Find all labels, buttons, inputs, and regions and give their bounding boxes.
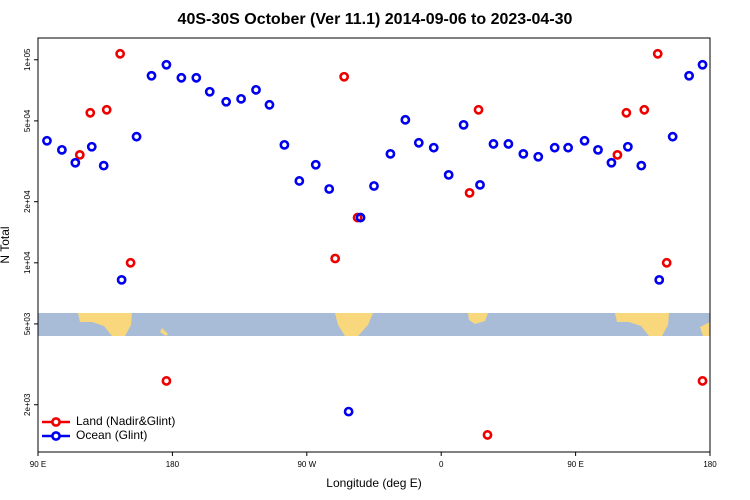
point [473,104,484,115]
point [339,71,350,82]
point [116,274,127,285]
point [503,139,514,149]
x-tick-label: 90 W [297,460,316,469]
legend-marker [51,431,61,441]
x-tick-label: 180 [166,460,180,469]
point [443,169,454,180]
point [56,144,67,155]
point [622,141,633,152]
point [593,144,603,155]
point [251,84,261,95]
y-tick-label: 5e+04 [23,109,32,132]
point [639,104,650,115]
y-tick-label: 2e+03 [23,393,32,416]
point [464,187,475,198]
point [343,406,354,417]
legend-label: Land (Nadir&Glint) [76,414,175,428]
point [612,149,623,160]
x-tick-label: 0 [439,460,444,469]
legend-label: Ocean (Glint) [76,428,147,442]
y-axis-label: N Total [0,226,12,263]
point [428,142,439,153]
point [684,70,694,81]
legend-marker [51,417,61,427]
point [98,160,109,171]
y-tick-label: 1e+04 [23,251,32,274]
point [74,149,85,160]
point [176,72,187,83]
point [221,96,232,107]
point [294,176,305,186]
point [652,48,663,59]
point [355,212,366,223]
y-tick-label: 5e+03 [23,312,32,335]
point [146,70,157,81]
point [330,253,341,264]
point [549,142,560,153]
point [667,131,678,142]
point [101,104,112,115]
point [400,114,411,125]
y-tick-label: 2e+04 [23,190,32,213]
point [161,59,172,70]
x-tick-label: 90 E [567,460,583,469]
point [518,148,529,159]
point [115,48,126,59]
x-tick-label: 180 [703,460,717,469]
point [125,257,136,268]
point [279,139,290,150]
point [310,159,321,170]
point [204,86,215,97]
point [563,142,574,153]
point [475,179,485,190]
y-tick-label: 1e+05 [23,48,32,71]
plot-frame [37,37,711,453]
point [697,376,708,386]
point [621,107,632,118]
point [236,93,246,104]
point [413,137,424,148]
point [488,139,499,149]
point [324,184,335,194]
x-axis-label: Longitude (deg E) [326,476,421,490]
point [697,59,708,70]
point [533,151,544,162]
point [161,376,172,386]
point [85,107,96,118]
point [661,257,672,268]
point [636,160,647,171]
point [579,135,590,146]
chart-title: 40S-30S October (Ver 11.1) 2014-09-06 to… [178,11,573,28]
point [42,135,52,146]
point [654,274,665,285]
point [606,157,617,168]
point [191,72,202,83]
map-strip [38,313,710,336]
point [385,148,396,159]
point [70,157,81,168]
point [482,430,493,440]
x-tick-label: 90 E [30,460,46,469]
point [369,181,379,191]
point [458,119,469,130]
point [86,141,97,152]
point [264,99,275,110]
point [131,131,142,142]
